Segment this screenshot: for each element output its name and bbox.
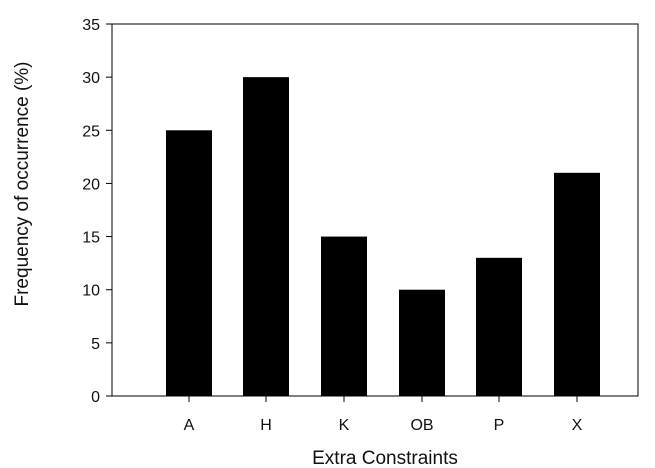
x-tick-label-P: P [494,417,505,434]
y-tick-label-35: 35 [82,17,100,34]
x-tick-label-X: X [572,417,583,434]
y-tick-label-25: 25 [82,123,100,140]
y-tick-label-15: 15 [82,230,100,247]
x-tick-label-K: K [339,417,350,434]
x-axis-tick-labels: A H K OB P X [184,417,583,434]
x-axis-title: Extra Constraints [312,448,458,468]
y-tick-label-30: 30 [82,70,100,87]
x-tick-label-H: H [260,417,272,434]
y-tick-label-20: 20 [82,176,100,193]
bar-A [166,130,212,397]
y-axis-title: Frequency of occurrence (%) [12,62,33,307]
x-axis-ticks [188,396,578,402]
plot-area: 0 5 10 15 20 25 30 35 A H K OB P X [82,17,639,434]
plot-frame [111,23,639,397]
x-tick-label-A: A [184,417,195,434]
y-tick-label-5: 5 [91,336,100,353]
bar-H [243,77,289,397]
bars [166,77,600,397]
x-tick-label-OB: OB [410,417,433,434]
bar-P [476,257,522,396]
bar-K [321,236,367,396]
bar-X [554,172,600,396]
y-tick-label-0: 0 [91,389,100,406]
y-axis-tick-labels: 0 5 10 15 20 25 30 35 [82,17,100,406]
bar-OB [399,289,445,396]
y-tick-label-10: 10 [82,283,100,300]
y-axis-ticks [106,23,112,397]
